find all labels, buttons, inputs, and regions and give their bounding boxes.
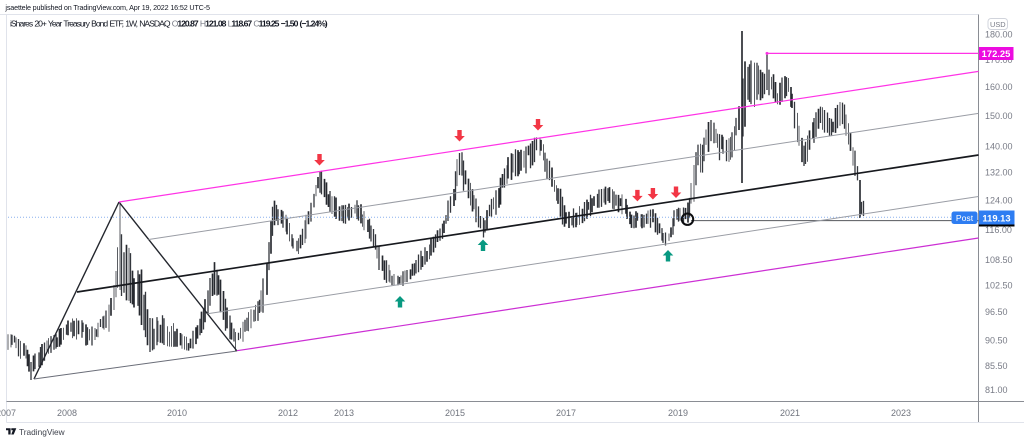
svg-text:124.00: 124.00	[985, 196, 1013, 206]
svg-text:140.00: 140.00	[985, 142, 1013, 152]
svg-text:2012: 2012	[278, 408, 298, 418]
svg-text:102.50: 102.50	[985, 280, 1013, 290]
svg-text:90.50: 90.50	[985, 336, 1008, 346]
svg-text:85.50: 85.50	[985, 361, 1008, 371]
svg-text:150.00: 150.00	[985, 111, 1013, 121]
svg-text:2015: 2015	[445, 408, 465, 418]
svg-text:132.00: 132.00	[985, 168, 1013, 178]
svg-text:2008: 2008	[57, 408, 77, 418]
svg-text:81.00: 81.00	[985, 385, 1008, 395]
svg-text:2023: 2023	[891, 408, 911, 418]
svg-text:2007: 2007	[0, 408, 16, 418]
svg-text:iShares 20+ Year Treasury Bond: iShares 20+ Year Treasury Bond ETF, 1W, …	[10, 19, 328, 29]
svg-text:119.13: 119.13	[982, 212, 1010, 223]
svg-text:2010: 2010	[167, 408, 187, 418]
svg-text:Post: Post	[956, 213, 974, 223]
svg-text:180.00: 180.00	[985, 30, 1013, 40]
svg-text:2013: 2013	[334, 408, 354, 418]
svg-text:96.50: 96.50	[985, 307, 1008, 317]
svg-text:2021: 2021	[780, 408, 800, 418]
svg-text:TradingView: TradingView	[19, 427, 66, 437]
svg-text:2017: 2017	[556, 408, 576, 418]
svg-text:172.25: 172.25	[982, 48, 1011, 59]
svg-text:USD: USD	[990, 20, 1006, 29]
svg-text:jsaettele published on Trading: jsaettele published on TradingView.com, …	[4, 3, 210, 12]
svg-text:2019: 2019	[668, 408, 688, 418]
svg-text:160.00: 160.00	[985, 82, 1013, 92]
svg-text:116.00: 116.00	[985, 225, 1012, 235]
svg-text:170.00: 170.00	[985, 55, 1013, 65]
svg-text:108.50: 108.50	[985, 255, 1013, 265]
